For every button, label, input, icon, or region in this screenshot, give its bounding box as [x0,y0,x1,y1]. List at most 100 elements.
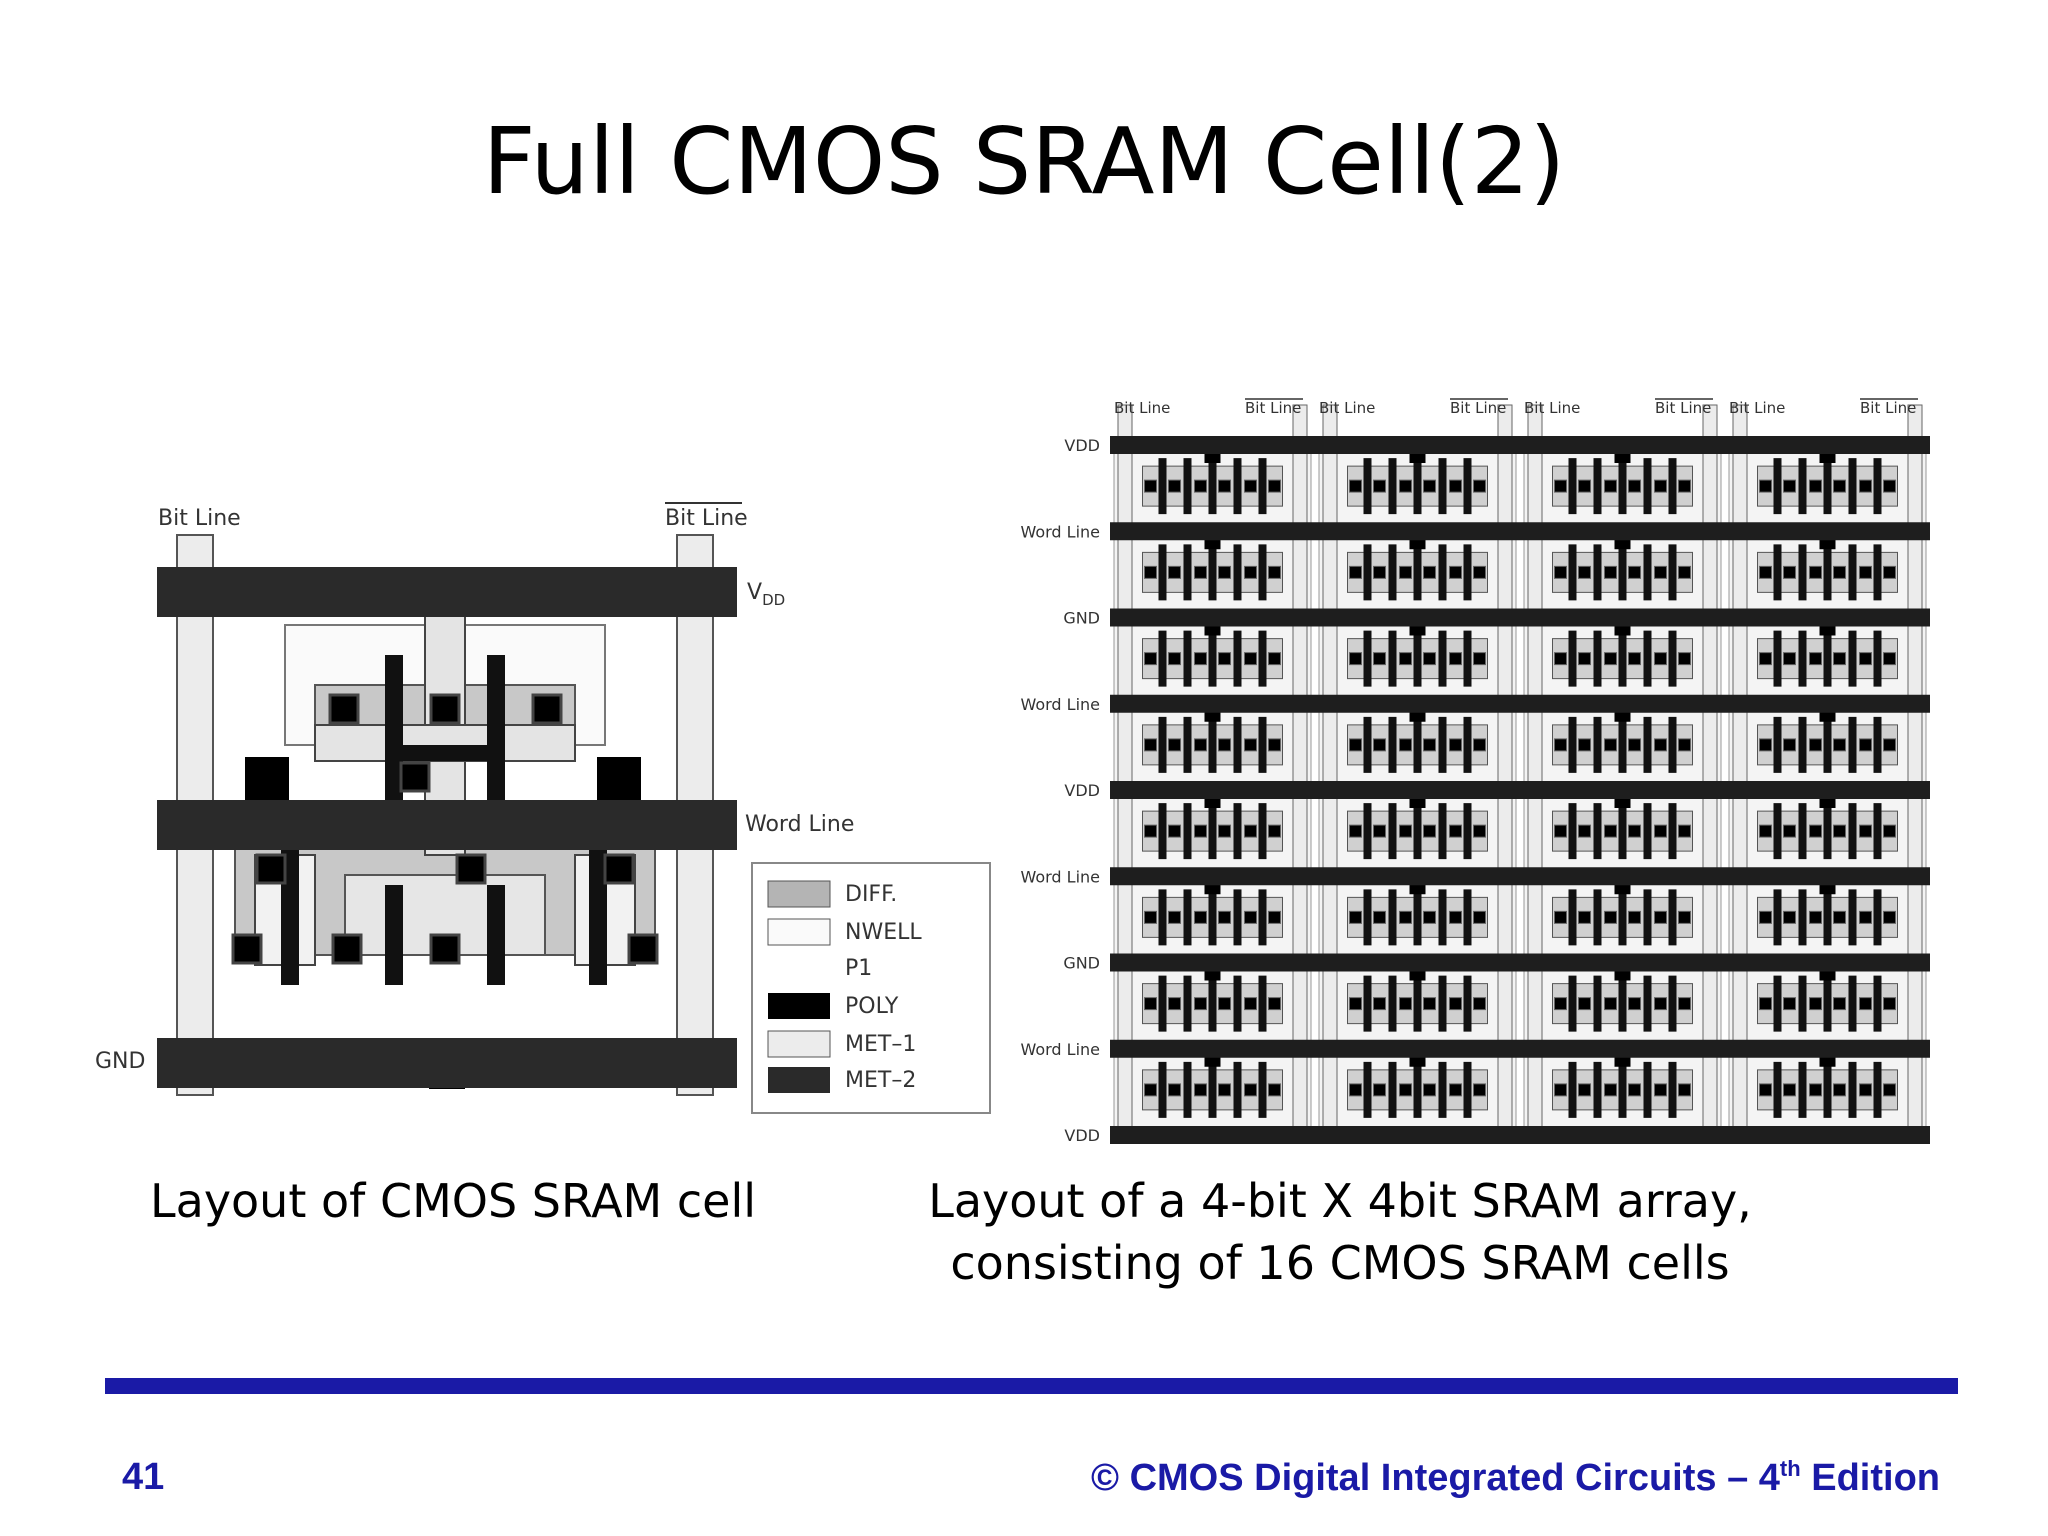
array-poly [1618,889,1627,946]
array-poly [1233,889,1242,946]
array-poly [1823,889,1832,946]
array-poly [1183,889,1192,946]
array-row-label: Word Line [1020,695,1100,714]
array-contact [1373,565,1386,579]
array-poly [1823,1061,1832,1118]
array-contact [1144,910,1157,924]
array-poly [1773,544,1782,601]
array-contact [1783,997,1796,1011]
array-contact [1473,910,1486,924]
array-contact [1654,910,1667,924]
array-contact [1783,565,1796,579]
array-contact [1473,652,1486,666]
footer-rule [105,1378,1958,1394]
array-poly [1798,803,1807,860]
array-contact [1244,910,1257,924]
array-contact [1554,652,1567,666]
array-contact [1218,565,1231,579]
array-contact [1449,997,1462,1011]
array-contact [1449,738,1462,752]
array-contact [1759,824,1772,838]
array-poly [1773,889,1782,946]
array-contact [1678,652,1691,666]
array-poly [1158,716,1167,773]
array-contact [1194,738,1207,752]
array-contact [1144,824,1157,838]
array-contact [1399,910,1412,924]
array-contact [1604,738,1617,752]
array-poly [1848,975,1857,1032]
array-bit-line-label: Bit Line [1319,399,1375,417]
array-contact [1809,652,1822,666]
array-poly [1208,716,1217,773]
array-contact [1604,565,1617,579]
array-poly [1363,544,1372,601]
array-rail [1110,694,1930,713]
array-contact [1373,652,1386,666]
array-poly [1363,1061,1372,1118]
array-contact [1473,824,1486,838]
array-row-label: Word Line [1020,522,1100,541]
array-poly [1208,630,1217,687]
array-poly [1593,544,1602,601]
array-contact [1144,479,1157,493]
array-poly [1848,716,1857,773]
array-contact [1423,738,1436,752]
array-contact [1833,997,1846,1011]
array-poly [1208,803,1217,860]
array-contact [1554,824,1567,838]
array-contact [1373,479,1386,493]
array-poly [1643,803,1652,860]
array-poly [1438,458,1447,515]
array-bit-line-label: Bit Line [1524,399,1580,417]
array-contact [1168,479,1181,493]
array-contact [1759,738,1772,752]
array-poly [1158,889,1167,946]
array-contact [1883,479,1896,493]
array-contact [1218,652,1231,666]
array-contact [1783,738,1796,752]
array-rail [1110,608,1930,627]
array-contact [1678,565,1691,579]
array-poly [1643,1061,1652,1118]
array-poly [1233,1061,1242,1118]
array-poly [1823,803,1832,860]
array-poly [1258,458,1267,515]
array-contact [1654,824,1667,838]
array-contact [1783,824,1796,838]
array-poly [1183,630,1192,687]
array-contact [1473,738,1486,752]
array-contact [1859,479,1872,493]
array-contact [1218,1083,1231,1097]
array-contact [1268,565,1281,579]
array-contact [1783,1083,1796,1097]
array-contact [1628,565,1641,579]
array-poly [1773,630,1782,687]
array-contact [1423,1083,1436,1097]
array-bit-line [1322,404,1338,1136]
array-contact [1628,479,1641,493]
array-poly [1208,458,1217,515]
array-poly [1258,544,1267,601]
array-poly [1618,544,1627,601]
array-contact [1194,824,1207,838]
array-poly [1593,803,1602,860]
array-poly [1233,544,1242,601]
array-contact [1678,738,1691,752]
array-poly [1388,458,1397,515]
array-poly [1873,458,1882,515]
array-poly [1158,630,1167,687]
array-contact [1268,1083,1281,1097]
array-contact [1554,1083,1567,1097]
array-contact [1859,738,1872,752]
array-poly [1363,803,1372,860]
array-poly [1848,630,1857,687]
array-contact [1399,997,1412,1011]
array-contact [1218,997,1231,1011]
array-contact [1168,997,1181,1011]
array-contact [1628,824,1641,838]
array-contact [1194,910,1207,924]
array-bit-line [1117,404,1133,1136]
array-contact [1218,479,1231,493]
array-contact [1399,652,1412,666]
